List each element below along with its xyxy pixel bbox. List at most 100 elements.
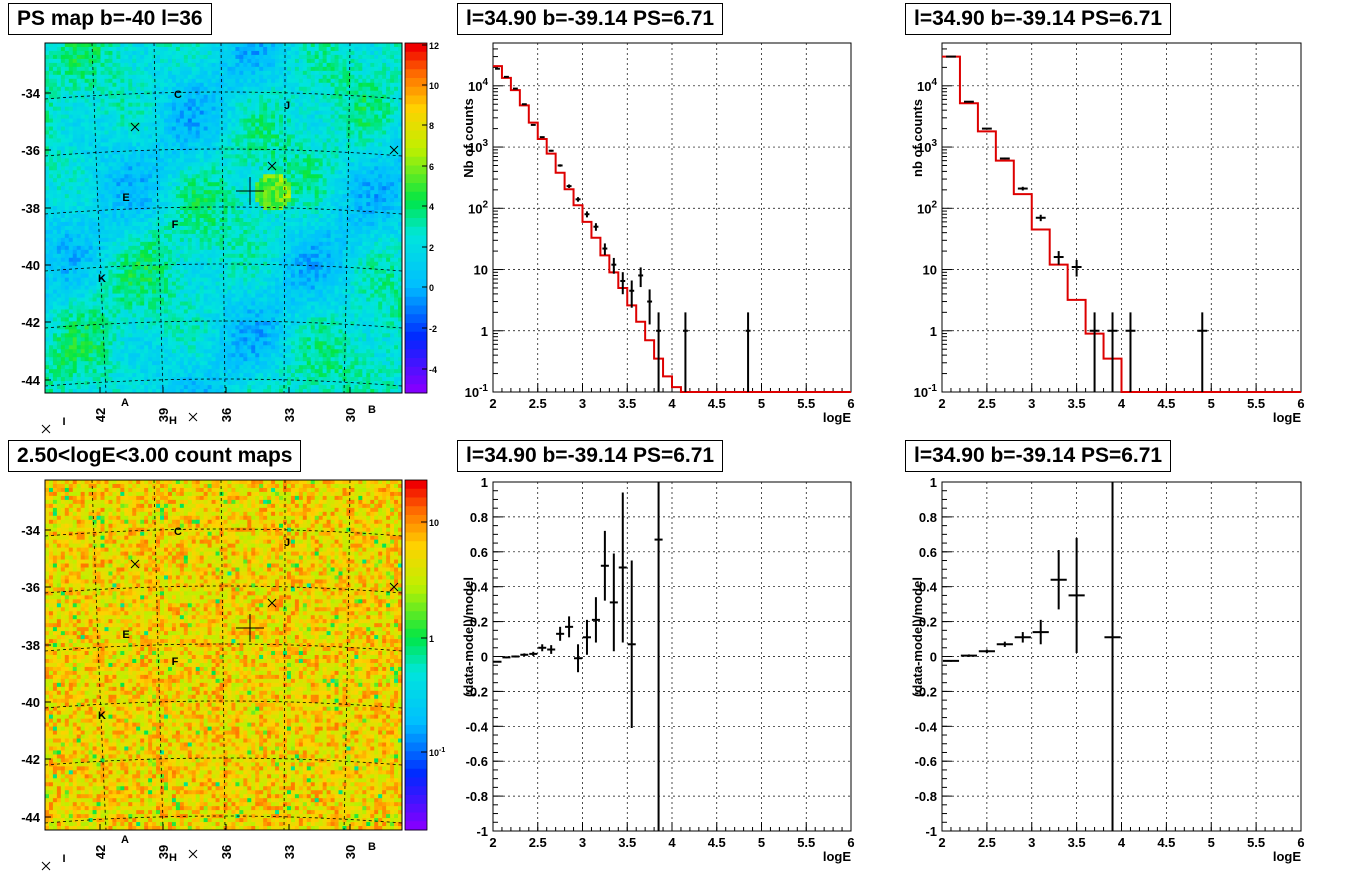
heatmap-cell — [259, 385, 263, 389]
heatmap-cell — [224, 278, 228, 282]
heatmap-cell — [267, 158, 271, 162]
heatmap-cell — [263, 134, 267, 138]
heatmap-cell — [220, 146, 224, 150]
heatmap-cell — [89, 194, 93, 198]
heatmap-cell — [263, 43, 267, 47]
heatmap-cell — [267, 51, 271, 55]
heatmap-cell — [251, 47, 255, 51]
heatmap-cell — [124, 349, 128, 353]
heatmap-cell — [267, 63, 271, 67]
heatmap-cell — [61, 119, 65, 123]
heatmap-cell — [112, 190, 116, 194]
heatmap-cell — [172, 329, 176, 333]
heatmap-cell — [231, 178, 235, 182]
heatmap-cell — [168, 373, 172, 377]
heatmap-cell — [184, 286, 188, 290]
heatmap-cell — [251, 71, 255, 75]
heatmap-cell — [81, 270, 85, 274]
heatmap-cell — [128, 242, 132, 246]
heatmap-cell — [57, 222, 61, 226]
heatmap-cell — [53, 99, 57, 103]
heatmap-cell — [45, 286, 49, 290]
heatmap-cell — [152, 222, 156, 226]
heatmap-cell — [53, 337, 57, 341]
heatmap-cell — [61, 214, 65, 218]
heatmap-cell — [200, 127, 204, 131]
heatmap-cell — [267, 67, 271, 71]
heatmap-cell — [65, 278, 69, 282]
heatmap-cell — [61, 99, 65, 103]
heatmap-cell — [81, 154, 85, 158]
heatmap-cell — [227, 333, 231, 337]
heatmap-cell — [132, 341, 136, 345]
heatmap-cell — [93, 302, 97, 306]
heatmap-cell — [263, 357, 267, 361]
heatmap-cell — [124, 103, 128, 107]
heatmap-cell — [212, 290, 216, 294]
heatmap-cell — [132, 91, 136, 95]
heatmap-cell — [49, 242, 53, 246]
heatmap-cell — [168, 258, 172, 262]
heatmap-cell — [69, 317, 73, 321]
heatmap-cell — [263, 79, 267, 83]
heatmap-cell — [93, 186, 97, 190]
heatmap-cell — [73, 47, 77, 51]
heatmap-cell — [97, 142, 101, 146]
heatmap-cell — [57, 115, 61, 119]
heatmap-cell — [89, 95, 93, 99]
heatmap-cell — [132, 333, 136, 337]
heatmap-cell — [176, 365, 180, 369]
heatmap-cell — [105, 309, 109, 313]
heatmap-cell — [220, 198, 224, 202]
heatmap-cell — [212, 67, 216, 71]
heatmap-cell — [227, 123, 231, 127]
heatmap-cell — [204, 210, 208, 214]
heatmap-cell — [65, 349, 69, 353]
heatmap-cell — [57, 43, 61, 47]
heatmap-cell — [212, 99, 216, 103]
heatmap-cell — [231, 250, 235, 254]
heatmap-cell — [188, 341, 192, 345]
heatmap-cell — [176, 127, 180, 131]
heatmap-cell — [172, 194, 176, 198]
heatmap-cell — [49, 127, 53, 131]
heatmap-cell — [259, 369, 263, 373]
heatmap-cell — [160, 381, 164, 385]
heatmap-cell — [101, 43, 105, 47]
heatmap-cell — [108, 127, 112, 131]
heatmap-cell — [128, 298, 132, 302]
heatmap-cell — [267, 131, 271, 135]
heatmap-cell — [128, 369, 132, 373]
heatmap-cell — [116, 127, 120, 131]
heatmap-cell — [255, 87, 259, 91]
heatmap-cell — [196, 178, 200, 182]
heatmap-cell — [196, 67, 200, 71]
heatmap-cell — [124, 218, 128, 222]
heatmap-cell — [192, 238, 196, 242]
heatmap-cell — [97, 202, 101, 206]
heatmap-cell — [73, 186, 77, 190]
heatmap-cell — [148, 365, 152, 369]
heatmap-cell — [73, 218, 77, 222]
heatmap-cell — [164, 365, 168, 369]
heatmap-cell — [251, 250, 255, 254]
heatmap-cell — [57, 230, 61, 234]
heatmap-cell — [196, 282, 200, 286]
heatmap-cell — [120, 381, 124, 385]
heatmap-cell — [136, 230, 140, 234]
heatmap-cell — [77, 162, 81, 166]
heatmap-cell — [85, 99, 89, 103]
heatmap-cell — [212, 222, 216, 226]
heatmap-cell — [120, 138, 124, 142]
heatmap-cell — [57, 349, 61, 353]
heatmap-cell — [184, 174, 188, 178]
heatmap-cell — [73, 198, 77, 202]
heatmap-cell — [164, 214, 168, 218]
heatmap-cell — [132, 381, 136, 385]
heatmap-cell — [61, 369, 65, 373]
heatmap-cell — [251, 79, 255, 83]
heatmap-cell — [93, 55, 97, 59]
heatmap-cell — [65, 174, 69, 178]
heatmap-cell — [200, 321, 204, 325]
heatmap-cell — [85, 214, 89, 218]
